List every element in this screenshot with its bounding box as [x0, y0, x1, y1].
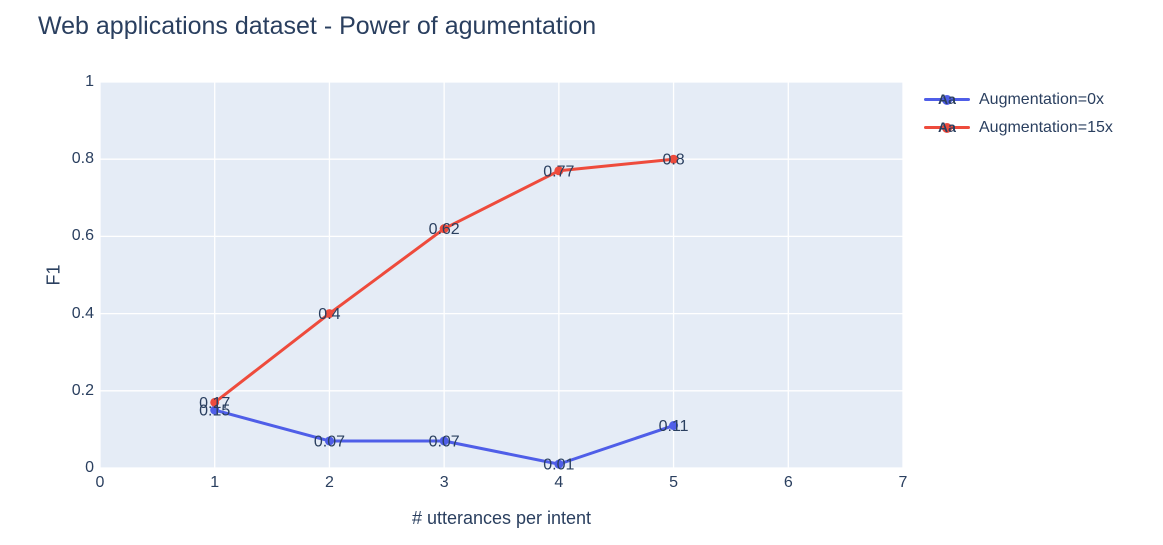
legend-line-sample: Aa: [924, 118, 970, 137]
legend-sample-text: Aa: [938, 119, 956, 135]
x-tick-label: 1: [210, 474, 220, 491]
data-point-label: 0.77: [543, 163, 574, 180]
plot-area: 0.15 0.07 0.07 0.01 0.11 0.17 0.4 0.62 0.77 0.8: [99, 81, 904, 474]
x-tick-label: 5: [669, 474, 679, 491]
legend-line-sample: Aa: [924, 90, 970, 109]
x-tick-label: 0: [95, 474, 105, 491]
legend: Aa Augmentation=0x Aa Augmentation=15x: [924, 90, 1113, 146]
x-tick-label: 2: [324, 474, 334, 491]
legend-marker-dot: [942, 94, 952, 105]
x-axis-title: # utterances per intent: [411, 508, 592, 528]
y-tick-label: 0.4: [71, 304, 94, 322]
data-point-label: 0.15: [199, 403, 230, 420]
plot-canvas: 0.15 0.07 0.07 0.01 0.11 0.17 0.4 0.62 0.77 0.8: [99, 81, 904, 474]
legend-marker-dot: [942, 122, 952, 133]
y-tick-label: 1: [85, 73, 94, 90]
data-point-marker: [210, 397, 220, 407]
data-point-marker: [554, 166, 564, 176]
legend-item[interactable]: Aa Augmentation=0x: [924, 90, 1113, 109]
data-point-label: 0.17: [199, 395, 230, 412]
data-point-label: 0.07: [429, 433, 460, 450]
y-tick-label: 0.6: [71, 227, 94, 245]
y-tick-label: 0: [85, 459, 94, 476]
y-tick-label: 0.8: [71, 150, 94, 168]
data-point-label: 0.11: [659, 418, 689, 435]
data-point-label: 0.07: [314, 433, 345, 450]
chart-title: Web applications dataset - Power of agum…: [38, 12, 597, 40]
x-tick-label: 3: [439, 474, 449, 491]
data-point-marker: [554, 459, 564, 469]
data-point-label: 0.4: [318, 306, 340, 323]
y-tick-label: 0.2: [71, 381, 94, 399]
legend-item[interactable]: Aa Augmentation=15x: [924, 118, 1113, 137]
data-point-marker: [439, 436, 449, 446]
data-point-marker: [669, 421, 679, 431]
x-tick-label: 4: [554, 474, 564, 491]
legend-label: Augmentation=15x: [979, 118, 1113, 136]
data-point-marker: [324, 309, 334, 319]
data-point-label: 0.8: [662, 152, 684, 169]
legend-sample-text: Aa: [938, 91, 956, 107]
x-tick-label: 6: [783, 474, 793, 491]
data-point-label: 0.62: [429, 221, 460, 238]
data-point-marker: [210, 405, 220, 415]
data-point-marker: [324, 436, 334, 446]
legend-label: Augmentation=0x: [979, 90, 1104, 108]
data-point-marker: [669, 154, 679, 164]
data-point-label: 0.01: [543, 457, 574, 474]
data-point-marker: [439, 224, 449, 234]
x-tick-label: 7: [898, 474, 908, 491]
y-axis-title: F1: [43, 264, 64, 286]
